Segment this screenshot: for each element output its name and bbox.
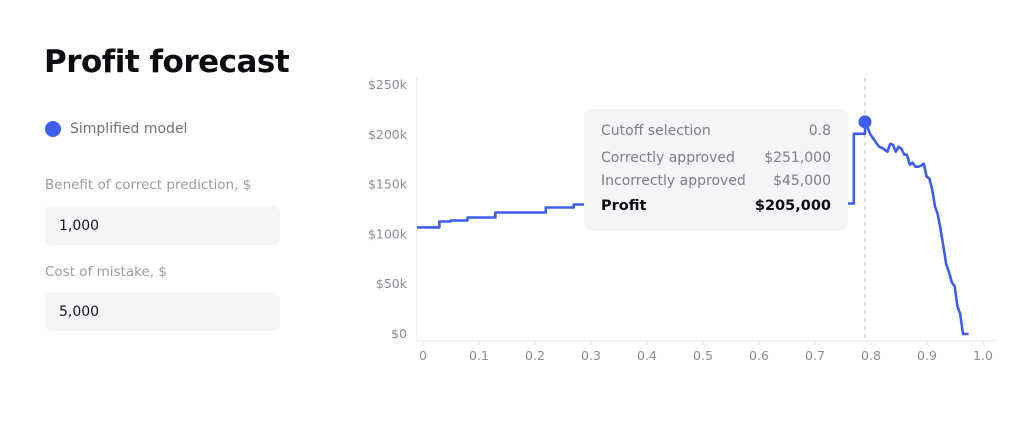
page-title: Profit forecast [44,44,290,80]
tooltip-cutoff-value: 0.8 [808,123,831,139]
x-tick-label: 0.2 [525,348,545,363]
x-tick-label: 0.7 [805,348,825,363]
x-tick-label: 0.1 [469,348,489,363]
y-tick-label: $250k [368,77,408,92]
x-tick-label: 0.8 [861,348,881,363]
tooltip-profit-row: Profit $205,000 [601,197,831,215]
x-tick-label: 0.4 [637,348,657,363]
tooltip-correct-value: $251,000 [764,150,831,166]
y-tick-label: $0 [391,326,407,341]
y-tick-label: $50k [376,276,408,291]
chart-tooltip: Cutoff selection 0.8 Correctly approved … [584,109,848,231]
legend-label: Simplified model [70,121,188,137]
series-line [417,120,969,336]
legend-dot-icon [45,121,61,137]
benefit-input[interactable]: 1,000 [45,206,280,245]
tooltip-incorrect-value: $45,000 [773,173,831,189]
tooltip-cutoff-label: Cutoff selection [601,123,711,139]
x-tick-label: 0 [419,348,427,363]
tooltip-correct-row: Correctly approved $251,000 [601,149,831,167]
tooltip-cutoff-row: Cutoff selection 0.8 [601,122,831,140]
cost-input[interactable]: 5,000 [45,292,280,331]
x-tick-label: 1.0 [973,348,993,363]
tooltip-incorrect-row: Incorrectly approved $45,000 [601,172,831,190]
x-tick-label: 0.5 [693,348,713,363]
legend: Simplified model [45,121,187,137]
x-tick-label: 0.3 [581,348,601,363]
cost-label: Cost of mistake, $ [45,264,167,280]
x-tick-label: 0.9 [917,348,937,363]
tooltip-incorrect-label: Incorrectly approved [601,173,746,189]
y-tick-label: $150k [368,177,408,192]
tooltip-profit-value: $205,000 [754,198,831,214]
benefit-label: Benefit of correct prediction, $ [45,177,252,193]
x-tick-label: 0.6 [749,348,769,363]
selected-point [858,115,872,129]
tooltip-correct-label: Correctly approved [601,150,735,166]
y-tick-label: $200k [368,127,408,142]
tooltip-profit-label: Profit [601,198,647,214]
y-tick-label: $100k [368,226,408,241]
